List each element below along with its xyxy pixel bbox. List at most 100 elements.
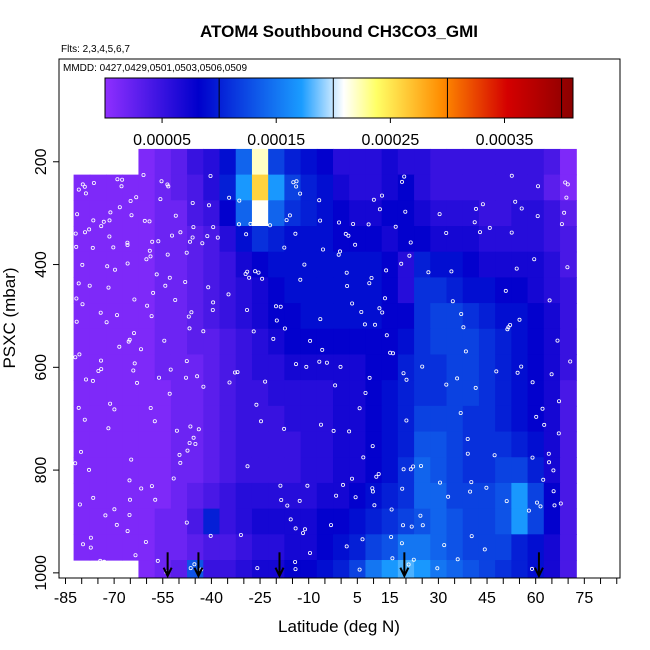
observation-point [426, 270, 431, 275]
heatmap-cell [446, 328, 464, 356]
observation-point [346, 233, 351, 238]
heatmap-cell [284, 174, 302, 201]
heatmap-cell [170, 277, 188, 304]
heatmap-cell [219, 508, 237, 535]
heatmap-cell [478, 508, 496, 535]
heatmap-cell [316, 328, 334, 356]
heatmap-cell [397, 431, 415, 458]
observation-point [530, 566, 535, 571]
heatmap-cell [511, 457, 529, 484]
heatmap-cell [170, 354, 188, 381]
observation-point [208, 533, 213, 538]
heatmap-cell [365, 277, 383, 304]
heatmap-cell [73, 431, 91, 458]
observation-point [106, 426, 111, 431]
observation-point [154, 272, 159, 277]
heatmap-cell [300, 431, 318, 458]
heatmap-cell [138, 148, 156, 176]
heatmap-cell [527, 457, 545, 484]
observation-point [535, 500, 540, 505]
heatmap-cell [122, 354, 140, 381]
observation-point [127, 497, 132, 502]
heatmap-cell [235, 354, 253, 381]
observation-point [129, 457, 134, 462]
observation-point [267, 223, 272, 228]
heatmap-cell [543, 534, 561, 561]
observation-point [167, 275, 172, 280]
heatmap-cell [203, 457, 221, 484]
heatmap-cell [219, 380, 237, 407]
heatmap-cell [478, 200, 496, 227]
observation-point [147, 248, 152, 253]
heatmap-cell [219, 174, 237, 201]
heatmap-cell [235, 148, 253, 176]
observation-point [374, 474, 379, 479]
heatmap-cell [89, 200, 107, 227]
observation-point [547, 298, 552, 303]
heatmap-cell [414, 174, 431, 201]
heatmap-cell [170, 251, 188, 278]
observation-point [106, 285, 111, 290]
heatmap-cell [316, 457, 334, 484]
heatmap-cell [365, 354, 383, 381]
heatmap-cell [203, 200, 221, 227]
heatmap-cell [73, 380, 91, 407]
heatmap-cell [430, 457, 448, 484]
observation-point [517, 317, 522, 322]
observation-point [183, 375, 188, 380]
observation-point [345, 283, 350, 288]
heatmap-cell [414, 431, 431, 458]
heatmap-cell [495, 277, 512, 304]
heatmap-cell [251, 328, 269, 356]
heatmap-cell [560, 380, 577, 407]
observation-point [552, 503, 557, 508]
observation-point [411, 557, 416, 562]
observation-point [248, 221, 253, 226]
observation-point [482, 547, 487, 552]
observation-point [120, 177, 125, 182]
observation-point [210, 307, 215, 312]
heatmap-cell [122, 277, 140, 304]
heatmap-cell [73, 328, 91, 356]
heatmap-cell [478, 354, 496, 381]
observation-point [75, 212, 80, 217]
heatmap-cell [203, 174, 221, 201]
observation-point [168, 367, 173, 372]
heatmap-cell [203, 148, 221, 176]
observation-point [459, 311, 464, 316]
heatmap-cell [316, 560, 334, 578]
heatmap-cell [511, 482, 529, 510]
heatmap-cell [106, 303, 123, 330]
heatmap-cell [560, 534, 577, 561]
heatmap-cell [478, 148, 496, 176]
observation-point [125, 261, 130, 266]
heatmap-cell [527, 174, 545, 201]
observation-point [73, 355, 78, 360]
observation-point [307, 551, 312, 556]
observation-point [390, 556, 395, 561]
observation-point [376, 471, 381, 476]
x-tick-label: 45 [478, 590, 496, 607]
observation-point [480, 202, 485, 207]
observation-point [211, 300, 216, 305]
heatmap-cell [138, 431, 156, 458]
heatmap-cell [122, 508, 140, 535]
heatmap-cell [478, 457, 496, 484]
observation-point [468, 489, 473, 494]
y-tick-label: 400 [33, 251, 50, 278]
heatmap-cell [122, 251, 140, 278]
heatmap-cell [495, 560, 512, 578]
observation-point [487, 225, 492, 230]
observation-point [469, 534, 474, 539]
observation-point [317, 359, 322, 364]
observation-point [117, 344, 122, 349]
observation-point [77, 502, 82, 507]
observation-point [389, 507, 394, 512]
heatmap-cell [446, 482, 464, 510]
heatmap-cell [333, 380, 350, 407]
observation-point [556, 431, 561, 436]
plot-frame [58, 58, 621, 579]
heatmap-cell [527, 328, 545, 356]
heatmap-cell [462, 534, 480, 561]
heatmap-cell [560, 200, 577, 227]
